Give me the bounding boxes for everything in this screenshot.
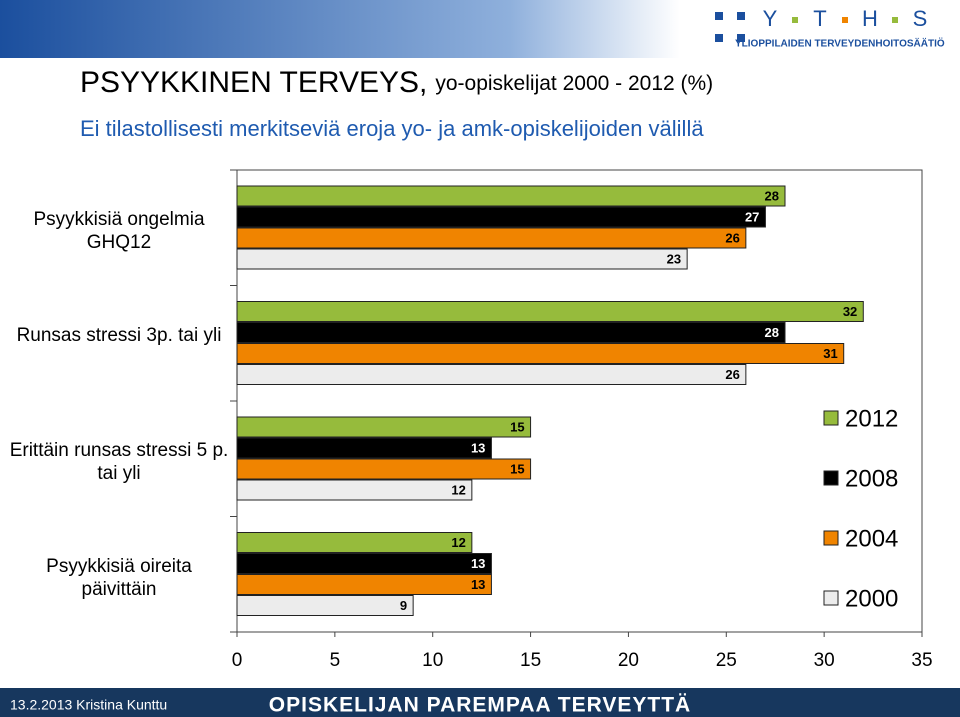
- subtitle: Ei tilastollisesti merkitseviä eroja yo-…: [80, 116, 704, 141]
- category-label: Psyykkisiä oireita päivittäin: [46, 555, 192, 600]
- bar: [236, 532, 473, 553]
- bar: [236, 343, 845, 364]
- title-main: PSYYKKINEN TERVEYS,: [80, 66, 427, 99]
- bar: [236, 364, 747, 385]
- value-label: 13: [471, 577, 485, 592]
- logo-letter: H: [862, 6, 878, 31]
- bar: [236, 322, 786, 343]
- value-label: 13: [471, 440, 485, 455]
- value-label: 9: [400, 598, 407, 613]
- x-tick-label: 0: [232, 650, 243, 671]
- category-label: Erittäin runsas stressi 5 p. tai yli: [9, 440, 229, 484]
- bar: [236, 248, 688, 270]
- logo-letter: S: [913, 6, 928, 31]
- legend-label: 2004: [845, 525, 898, 552]
- value-label: 31: [823, 346, 837, 361]
- value-label: 23: [667, 251, 681, 266]
- footer-date: 13.2.2013 Kristina Kunttu: [10, 697, 167, 713]
- value-label: 27: [745, 209, 759, 224]
- bar: [236, 416, 532, 438]
- logo-dot: [792, 17, 798, 23]
- bar: [236, 437, 492, 459]
- x-tick-label: 35: [911, 650, 932, 671]
- x-tick-label: 10: [422, 650, 443, 671]
- legend-label: 2000: [845, 585, 898, 612]
- footer-band: [0, 688, 960, 717]
- bar: [236, 574, 492, 595]
- x-tick-label: 5: [330, 650, 341, 671]
- title-detail: yo-opiskelijat 2000 - 2012 (%): [435, 72, 713, 95]
- x-tick-label: 25: [716, 650, 737, 671]
- footer-slogan: OPISKELIJAN PAREMPAA TERVEYTTÄ: [269, 694, 691, 717]
- value-label: 15: [510, 461, 524, 476]
- bar: [236, 185, 786, 207]
- value-label: 15: [510, 419, 524, 434]
- value-label: 28: [765, 325, 779, 340]
- value-label: 12: [451, 535, 465, 550]
- value-label: 13: [471, 556, 485, 571]
- legend-swatch: [823, 590, 839, 606]
- logo-dot: [892, 17, 898, 23]
- bar: [236, 553, 492, 574]
- bar: [236, 595, 414, 616]
- bar: [236, 301, 864, 322]
- category-label: Psyykkisiä ongelmia GHQ12: [33, 209, 205, 253]
- category-label: Runsas stressi 3p. tai yli: [16, 324, 222, 346]
- value-label: 32: [843, 304, 857, 319]
- legend-label: 2012: [845, 405, 898, 432]
- legend-swatch: [823, 530, 839, 546]
- legend-label: 2008: [845, 465, 898, 492]
- bar: [236, 206, 766, 228]
- logo-dot: [842, 17, 848, 23]
- chart-title: PSYYKKINEN TERVEYS, yo-opiskelijat 2000 -…: [80, 66, 713, 99]
- x-tick-label: 20: [618, 650, 639, 671]
- logo-subtitle: YLIOPPILAIDEN TERVEYDENHOITOSÄÄTIÖ: [735, 37, 945, 50]
- bar: [236, 458, 532, 480]
- bar: [236, 227, 747, 249]
- bar: [236, 479, 473, 501]
- x-tick-label: 30: [814, 650, 835, 671]
- legend-swatch: [823, 470, 839, 486]
- header-band: [0, 0, 680, 58]
- logo-letter: T: [813, 6, 826, 31]
- logo-letter: Y: [763, 6, 778, 31]
- value-label: 26: [725, 367, 739, 382]
- value-label: 26: [725, 230, 739, 245]
- logo-mark: [709, 20, 751, 34]
- value-label: 12: [451, 482, 465, 497]
- value-label: 28: [765, 188, 779, 203]
- legend-swatch: [823, 410, 839, 426]
- x-tick-label: 15: [520, 650, 541, 671]
